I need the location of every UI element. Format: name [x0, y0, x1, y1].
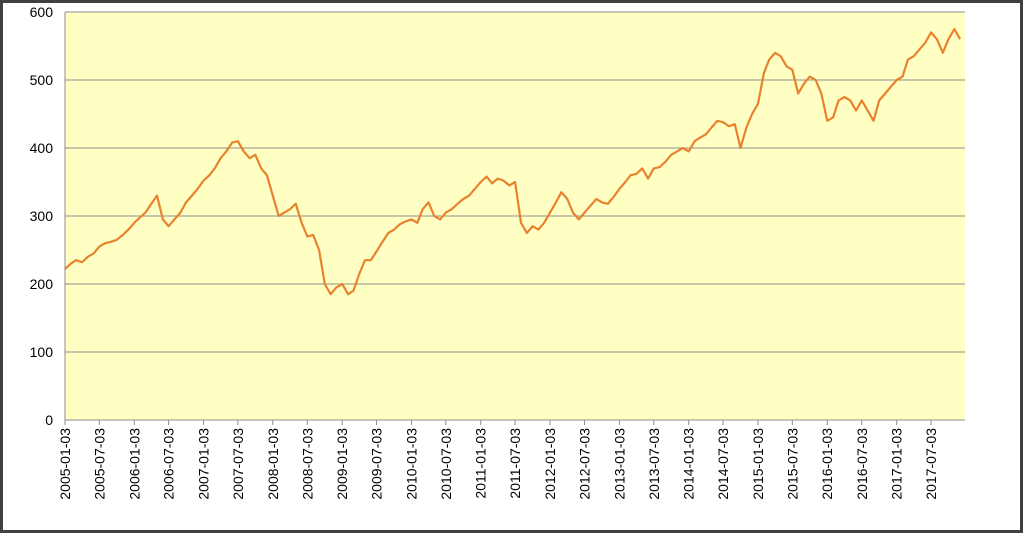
x-tick-label: 2012-07-03	[577, 428, 593, 500]
x-tick-label: 2007-07-03	[230, 428, 246, 500]
x-tick-label: 2015-07-03	[784, 428, 800, 500]
x-tick-label: 2008-01-03	[265, 428, 281, 500]
x-tick-label: 2008-07-03	[299, 428, 315, 500]
x-tick-label: 2014-01-03	[681, 428, 697, 500]
x-tick-label: 2017-07-03	[923, 428, 939, 500]
y-tick-label: 100	[30, 344, 54, 360]
x-tick-label: 2016-01-03	[819, 428, 835, 500]
y-tick-label: 200	[30, 276, 54, 292]
x-tick-label: 2009-07-03	[369, 428, 385, 500]
x-tick-label: 2006-01-03	[126, 428, 142, 500]
x-tick-label: 2010-07-03	[438, 428, 454, 500]
x-tick-label: 2010-01-03	[403, 428, 419, 500]
x-tick-label: 2005-01-03	[57, 428, 73, 500]
y-tick-label: 0	[45, 412, 53, 428]
x-tick-label: 2009-01-03	[334, 428, 350, 500]
data-line	[64, 27, 962, 296]
x-tick-label: 2007-01-03	[196, 428, 212, 500]
x-tick-label: 2015-01-03	[750, 428, 766, 500]
x-tick-label: 2006-07-03	[161, 428, 177, 500]
x-tick-label: 2013-07-03	[646, 428, 662, 500]
x-tick-label: 2016-07-03	[854, 428, 870, 500]
x-tick-label: 2014-07-03	[715, 428, 731, 500]
x-tick-label: 2012-01-03	[542, 428, 558, 500]
x-tick-label: 2011-07-03	[507, 428, 523, 499]
y-tick-label: 500	[30, 72, 54, 88]
x-tick-label: 2005-07-03	[91, 428, 107, 500]
y-tick-label: 600	[30, 4, 54, 20]
y-tick-label: 300	[30, 208, 54, 224]
x-tick-label: 2017-01-03	[889, 428, 905, 500]
y-tick-label: 400	[30, 140, 54, 156]
x-tick-label: 2013-01-03	[611, 428, 627, 500]
x-tick-label: 2011-01-03	[473, 428, 489, 499]
